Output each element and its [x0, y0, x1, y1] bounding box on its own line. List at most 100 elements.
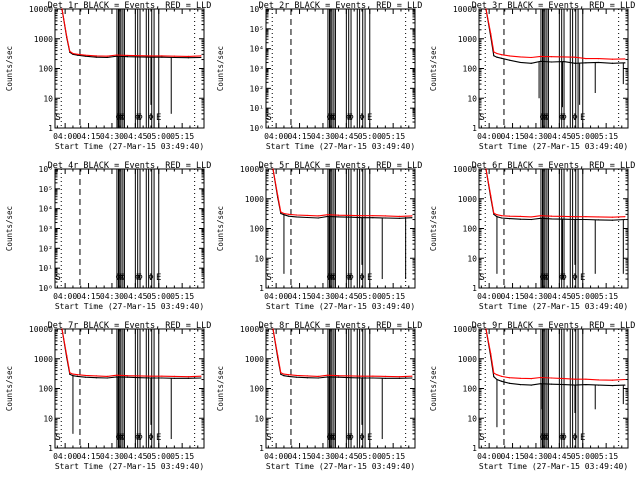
series-point-lld — [496, 52, 498, 55]
series-point-events — [574, 62, 576, 64]
annotation-mark: Φ — [137, 273, 142, 283]
annotation-mark: Φ — [348, 273, 353, 283]
series-point-lld — [317, 215, 319, 217]
plot-frame — [478, 168, 629, 289]
series-point-events — [106, 377, 108, 379]
x-tick-label: 04:00 — [53, 292, 77, 301]
x-tick-label: 05:15 — [381, 292, 405, 301]
series-point-lld — [69, 50, 71, 52]
series-point-lld — [187, 376, 189, 378]
x-tick-label: 04:00 — [477, 292, 501, 301]
series-point-events — [624, 62, 626, 64]
x-tick-label: 05:00 — [358, 292, 382, 301]
series-point-events — [280, 373, 282, 375]
y-tick-label: 100 — [39, 65, 54, 74]
series-point-lld — [372, 215, 374, 217]
series-point-events — [161, 56, 163, 58]
series-point-events — [550, 383, 553, 385]
series-point-events — [95, 377, 97, 379]
annotation-mark: Φ — [346, 433, 351, 443]
x-axis-label: Start Time (27-Mar-15 03:49:40) — [479, 462, 628, 471]
series-line-events — [61, 8, 201, 59]
x-tick-label: 05:00 — [147, 132, 171, 141]
series-point-lld — [69, 372, 71, 374]
series-point-lld — [327, 214, 329, 216]
series-point-lld — [411, 375, 413, 377]
series-point-events — [126, 56, 129, 58]
series-point-events — [295, 376, 298, 378]
chart-title: Det 7r BLACK = Events, RED = LLD — [48, 321, 212, 331]
y-tick-label: 10000 — [453, 165, 477, 174]
series-point-events — [350, 377, 352, 379]
annotation-mark: Φ — [135, 273, 140, 283]
plot-frame — [478, 328, 629, 449]
y-tick-label: 10000 — [453, 5, 477, 14]
plot-frame — [265, 8, 416, 129]
x-axis-label: Start Time (27-Mar-15 03:49:40) — [266, 462, 415, 471]
chart-panel-4: Det 4r BLACK = Events, RED = LLD 10⁰ 10¹ 10… — [5, 161, 211, 311]
series-point-events — [540, 60, 542, 62]
series-point-events — [116, 376, 118, 378]
chart-panel-8: Det 8r BLACK = Events, RED = LLD 1 10 100 10… — [216, 321, 422, 471]
x-tick-label: 04:45 — [547, 452, 571, 461]
x-tick-label: 05:00 — [571, 452, 595, 461]
x-tick-label: 04:00 — [53, 132, 77, 141]
series-point-events — [327, 376, 329, 378]
series-point-lld — [485, 8, 487, 10]
series-point-lld — [384, 375, 386, 378]
series-point-lld — [530, 216, 532, 218]
x-tick-label: 04:15 — [76, 452, 100, 461]
series-point-events — [77, 54, 79, 56]
chart-panel-1: Det 1r BLACK = Events, RED = LLD 1 10 100 10… — [5, 1, 211, 151]
series-point-lld — [187, 55, 189, 58]
series-point-lld — [173, 55, 175, 57]
chart-title: Det 5r BLACK = Events, RED = LLD — [259, 161, 423, 171]
series-line-lld — [485, 8, 625, 60]
series-point-lld — [624, 58, 626, 60]
plot-frame — [54, 8, 205, 129]
annotation-mark: Φ — [544, 113, 549, 123]
series-line-events — [485, 8, 625, 64]
series-point-lld — [66, 35, 68, 37]
series-line-lld — [272, 328, 412, 378]
x-tick-label: 04:45 — [547, 132, 571, 141]
y-tick-label: 10000 — [453, 325, 477, 334]
series-point-events — [411, 217, 413, 219]
series-point-lld — [540, 55, 542, 58]
series-point-lld — [61, 8, 63, 10]
y-tick-label: 10³ — [250, 65, 264, 74]
series-point-lld — [283, 373, 285, 375]
series-point-events — [563, 384, 565, 386]
series-line-lld — [61, 328, 201, 378]
series-point-lld — [493, 212, 495, 214]
series-point-events — [540, 383, 542, 385]
series-point-events — [384, 377, 386, 379]
series-point-events — [106, 56, 108, 59]
series-point-lld — [624, 216, 626, 218]
annotation-mark: Φ — [561, 273, 566, 283]
series-point-events — [84, 376, 87, 378]
series-point-lld — [84, 54, 87, 56]
x-tick-label: 04:30 — [524, 132, 548, 141]
y-tick-label: 10⁶ — [250, 5, 264, 14]
annotation-mark: Φ — [559, 273, 564, 283]
y-tick-label: 10⁴ — [250, 45, 264, 54]
series-point-lld — [574, 56, 576, 58]
annotation-mark: S — [479, 113, 484, 123]
series-point-events — [501, 57, 503, 59]
y-tick-label: 1000 — [245, 355, 264, 364]
y-tick-label: 1 — [472, 444, 477, 453]
series-point-lld — [150, 375, 152, 377]
y-tick-label: 1 — [472, 124, 477, 133]
annotation-mark: S — [266, 113, 271, 123]
plot-frame — [478, 8, 629, 129]
series-point-events — [624, 218, 626, 221]
series-point-events — [317, 377, 319, 379]
series-point-events — [372, 377, 374, 379]
series-point-events — [283, 375, 285, 377]
x-tick-label: 04:15 — [287, 292, 311, 301]
annotation-mark: Φ — [137, 433, 142, 443]
series-point-lld — [126, 375, 129, 377]
annotation-mark: Φ — [561, 433, 566, 443]
